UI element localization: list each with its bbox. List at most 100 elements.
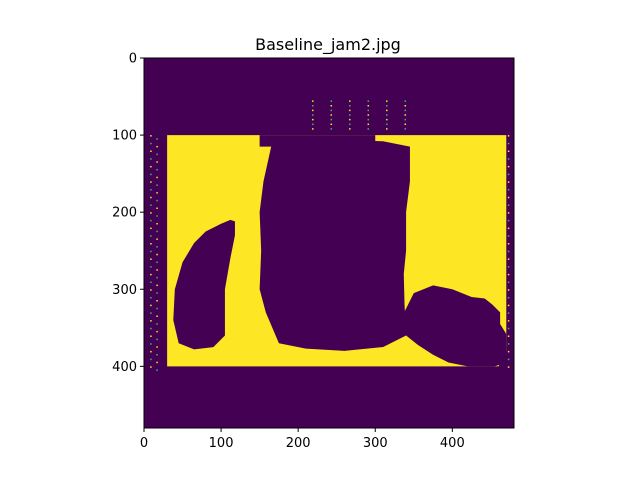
heatmap-speckle [150, 258, 152, 260]
heatmap-speckle [150, 350, 152, 353]
y-tick-label: 300 [112, 283, 137, 298]
heatmap-speckle [156, 246, 158, 248]
heatmap-speckle [349, 118, 351, 121]
heatmap-speckle [150, 304, 152, 307]
heatmap-speckle [507, 150, 510, 152]
heatmap-speckle [150, 266, 152, 268]
heatmap-speckle [150, 273, 152, 276]
heatmap-speckle [150, 312, 152, 314]
heatmap-speckle [156, 138, 158, 140]
heatmap-speckle [507, 312, 510, 314]
heatmap-speckle [507, 304, 510, 307]
heatmap-speckle [156, 346, 158, 348]
heatmap-speckle [367, 114, 370, 116]
heatmap-speckle [312, 109, 314, 112]
heatmap-speckle [150, 219, 152, 222]
heatmap-speckle [156, 269, 158, 271]
heatmap-speckle [507, 173, 510, 176]
heatmap-speckle [386, 128, 388, 130]
heatmap-speckle [404, 118, 407, 121]
heatmap-speckle [507, 158, 510, 160]
heatmap-speckle [150, 204, 152, 206]
x-tick-label: 400 [440, 436, 465, 451]
heatmap-speckle [150, 142, 152, 145]
heatmap-speckle [156, 261, 158, 263]
heatmap-region-1 [259, 139, 410, 351]
heatmap-speckle [156, 192, 158, 194]
heatmap-speckle [150, 366, 152, 368]
heatmap-speckle [404, 109, 407, 112]
heatmap-speckle [156, 369, 158, 371]
heatmap-speckle [156, 199, 158, 202]
heatmap-speckle [507, 212, 510, 214]
heatmap-speckle [156, 184, 158, 186]
heatmap-speckle [156, 361, 158, 364]
heatmap-speckle [312, 118, 314, 121]
heatmap-speckle [507, 219, 510, 222]
heatmap-speckle [507, 196, 510, 199]
heatmap-region-2 [173, 219, 235, 350]
heatmap-speckle [150, 289, 152, 291]
heatmap-speckle [507, 204, 510, 206]
heatmap-speckle [404, 100, 407, 102]
heatmap-speckle [330, 123, 333, 126]
heatmap-speckle [150, 181, 152, 183]
heatmap-speckle [150, 250, 152, 253]
heatmap-region-4 [259, 135, 376, 147]
heatmap-speckle [156, 300, 158, 302]
y-tick-label: 200 [112, 206, 137, 221]
heatmap-region-3 [402, 285, 507, 367]
heatmap-speckle [404, 114, 407, 116]
heatmap-speckle [156, 222, 158, 225]
heatmap-speckle [156, 238, 158, 240]
heatmap-speckle [150, 358, 152, 361]
heatmap-speckle [507, 266, 510, 268]
heatmap-speckle [507, 320, 510, 322]
heatmap-speckle [150, 196, 152, 199]
heatmap-speckle [349, 123, 351, 126]
heatmap-speckle [507, 258, 510, 260]
heatmap-speckle [507, 189, 510, 191]
heatmap-speckle [156, 284, 158, 287]
heatmap-speckle [349, 114, 351, 116]
heatmap-speckle [312, 123, 314, 126]
y-axis: 0 100 200 300 400 [112, 52, 144, 375]
heatmap-speckle [404, 128, 407, 130]
heatmap-speckle [404, 105, 407, 107]
heatmap-speckle [386, 100, 388, 102]
heatmap-speckle [386, 123, 388, 126]
heatmap-speckle [150, 158, 152, 160]
heatmap-speckle [507, 227, 510, 230]
heatmap-speckle [349, 105, 351, 107]
heatmap-speckle [386, 114, 388, 116]
heatmap-speckle [150, 243, 152, 245]
x-tick-label: 300 [363, 436, 388, 451]
heatmap-speckle [156, 323, 158, 325]
heatmap-speckle [507, 289, 510, 291]
heatmap-speckle [507, 243, 510, 245]
heatmap-speckle [150, 227, 152, 230]
heatmap-speckle [150, 135, 152, 137]
heatmap-speckle [150, 320, 152, 322]
heatmap-speckle [367, 105, 370, 107]
heatmap-speckle [312, 114, 314, 116]
heatmap-speckle [330, 114, 333, 116]
heatmap-speckle [150, 173, 152, 176]
heatmap-speckle [150, 296, 152, 299]
heatmap-speckle [507, 343, 510, 345]
chart-title: Baseline_jam2.jpg [255, 35, 401, 55]
heatmap-speckle [404, 123, 407, 126]
y-tick-label: 0 [129, 52, 137, 67]
heatmap-speckle [507, 281, 510, 284]
heatmap-speckle [156, 161, 158, 163]
heatmap-speckle [330, 105, 333, 107]
heatmap-speckle [156, 207, 158, 210]
heatmap-speckle [150, 212, 152, 214]
heatmap-speckle [507, 327, 510, 330]
heatmap-speckle [507, 165, 510, 168]
heatmap-speckle [507, 358, 510, 361]
heatmap-speckle [330, 118, 333, 121]
axes-frame [143, 57, 515, 429]
heatmap-speckle [330, 100, 333, 102]
heatmap-speckle [507, 142, 510, 145]
